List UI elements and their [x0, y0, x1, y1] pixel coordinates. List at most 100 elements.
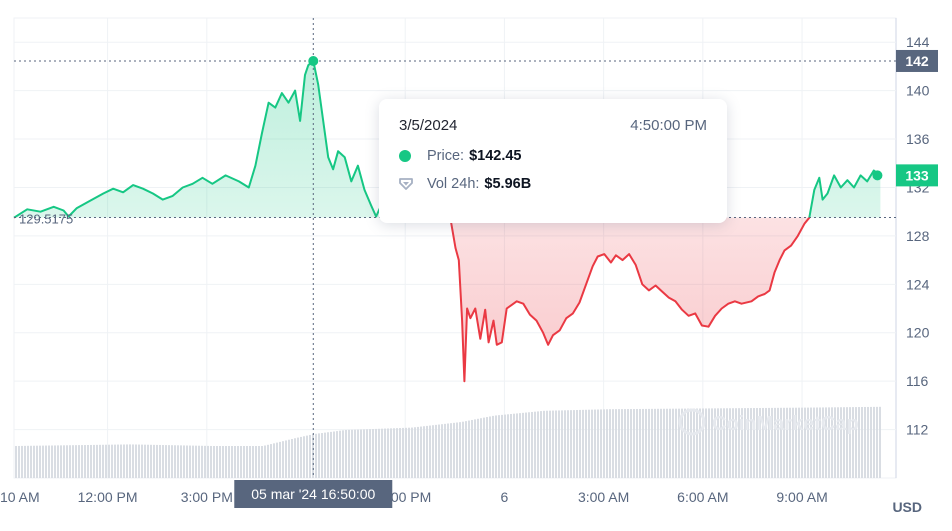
volume-bar	[435, 424, 437, 478]
tooltip-volume-row: Vol 24h: $5.96B	[399, 176, 707, 192]
volume-bar	[207, 445, 209, 478]
volume-bar	[135, 444, 137, 478]
volume-bar	[429, 425, 431, 478]
volume-bar	[504, 414, 506, 478]
volume-bar	[285, 440, 287, 478]
volume-bar	[636, 408, 638, 478]
volume-bar	[249, 446, 251, 478]
volume-bar	[306, 435, 308, 478]
volume-bar	[351, 429, 353, 478]
volume-bar	[579, 409, 581, 478]
volume-bar	[198, 445, 200, 478]
volume-bar	[75, 445, 77, 478]
currency-unit: USD	[892, 499, 922, 515]
volume-bar	[123, 444, 125, 478]
volume-shield-icon	[399, 178, 413, 190]
volume-bar	[378, 428, 380, 478]
volume-bar	[555, 410, 557, 478]
volume-bar	[618, 409, 620, 478]
volume-bar	[105, 444, 107, 478]
volume-bar	[96, 444, 98, 478]
volume-bar	[693, 408, 695, 478]
volume-bar	[621, 409, 623, 478]
volume-bar	[588, 409, 590, 478]
volume-bar	[567, 410, 569, 478]
volume-bar	[294, 438, 296, 478]
volume-bar	[369, 429, 371, 478]
volume-bar	[120, 444, 122, 478]
volume-bar	[639, 408, 641, 478]
volume-bar	[546, 410, 548, 478]
last-price-point	[872, 170, 883, 181]
volume-bar	[471, 419, 473, 478]
volume-bar	[468, 420, 470, 478]
volume-bar	[780, 407, 782, 478]
volume-bar	[843, 407, 845, 478]
volume-bar	[480, 418, 482, 478]
volume-bar	[396, 428, 398, 478]
volume-bar	[753, 408, 755, 478]
volume-bar	[291, 438, 293, 478]
volume-bar	[267, 444, 269, 478]
volume-bar	[540, 411, 542, 478]
volume-bar	[603, 409, 605, 478]
volume-bar	[36, 445, 38, 478]
volume-bar	[747, 408, 749, 478]
volume-bar	[702, 408, 704, 478]
watermark: CoinMarketCap	[678, 408, 859, 436]
price-line-down	[13, 217, 811, 383]
last-price-tag	[896, 164, 938, 187]
volume-bar	[663, 408, 665, 478]
volume-bar	[33, 445, 35, 478]
volume-bar	[129, 444, 131, 478]
volume-bar	[570, 410, 572, 478]
volume-bar	[327, 432, 329, 478]
volume-bar	[345, 429, 347, 478]
volume-bar	[714, 408, 716, 478]
volume-bar	[804, 407, 806, 478]
volume-bar	[783, 407, 785, 478]
tooltip-time: 4:50:00 PM	[630, 117, 707, 134]
volume-bar	[462, 421, 464, 478]
volume-bar	[675, 408, 677, 478]
volume-bar	[282, 441, 284, 478]
volume-bar	[156, 444, 158, 478]
volume-bar	[318, 433, 320, 478]
volume-bar	[213, 446, 215, 478]
volume-bar	[624, 409, 626, 478]
volume-bar	[741, 408, 743, 478]
volume-bar	[165, 445, 167, 478]
volume-bar	[699, 408, 701, 478]
volume-bar	[297, 437, 299, 478]
volume-bar	[831, 407, 833, 478]
area-below-reference	[14, 217, 881, 382]
reference-price-label: 129.5175	[19, 212, 73, 227]
volume-bar	[192, 445, 194, 478]
volume-bar	[333, 431, 335, 478]
volume-bar	[591, 409, 593, 478]
volume-bar	[324, 432, 326, 478]
volume-bar	[186, 445, 188, 478]
volume-bar	[669, 408, 671, 478]
volume-bar	[594, 409, 596, 478]
volume-bar	[117, 444, 119, 478]
volume-bar	[627, 409, 629, 478]
volume-bar	[756, 408, 758, 478]
volume-bar	[363, 429, 365, 478]
price-line	[13, 60, 881, 383]
volume-bar	[684, 408, 686, 478]
volume-bar	[204, 445, 206, 478]
volume-bar	[273, 443, 275, 478]
volume-bar	[543, 410, 545, 478]
volume-bar	[57, 445, 59, 478]
volume-bar	[162, 445, 164, 478]
volume-bar	[39, 445, 41, 478]
volume-bar	[264, 445, 266, 478]
volume-bar	[858, 407, 860, 478]
volume-bar	[477, 418, 479, 478]
volume-bar	[705, 408, 707, 478]
volume-bar	[672, 408, 674, 478]
crosshair-price-text: 142	[905, 53, 929, 69]
